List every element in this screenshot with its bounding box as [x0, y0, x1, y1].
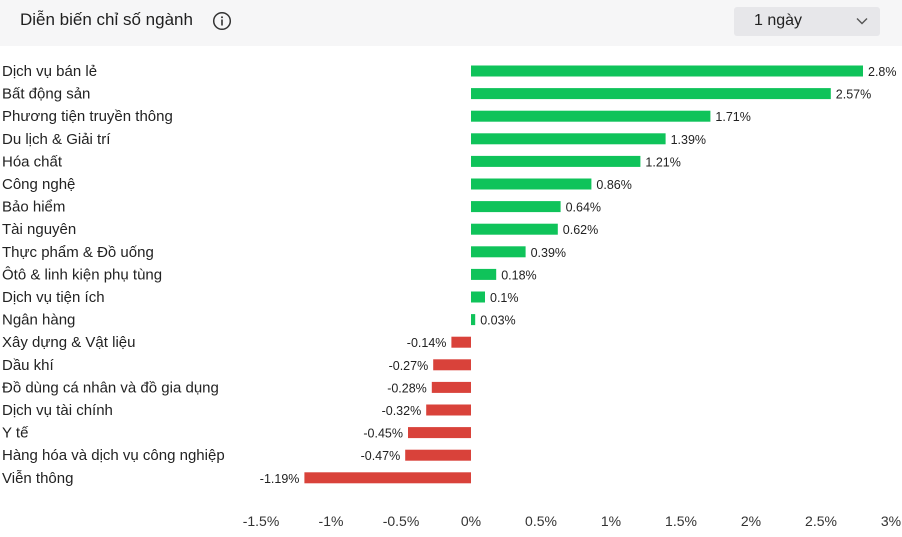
- data-label: -0.47%: [361, 449, 401, 463]
- data-label: 0.64%: [566, 201, 601, 215]
- data-label: 1.71%: [715, 110, 750, 124]
- bar: [405, 449, 471, 461]
- category-label: Đồ dùng cá nhân và đồ gia dụng: [2, 379, 219, 396]
- x-tick-label: 3%: [881, 513, 901, 529]
- bar: [471, 223, 558, 235]
- bar: [471, 246, 526, 258]
- bar: [471, 65, 863, 77]
- data-label: -0.32%: [382, 404, 422, 418]
- data-label: 0.1%: [490, 291, 519, 305]
- category-label: Tài nguyên: [2, 221, 76, 238]
- bar: [471, 178, 592, 190]
- data-label: -0.28%: [387, 381, 427, 395]
- category-label: Hàng hóa và dịch vụ công nghiệp: [2, 447, 225, 464]
- x-tick-label: 0.5%: [525, 513, 557, 529]
- bar: [471, 268, 497, 280]
- bar: [304, 472, 471, 484]
- data-label: 0.86%: [596, 178, 631, 192]
- x-tick-label: 1.5%: [665, 513, 697, 529]
- x-tick-label: -1.5%: [243, 513, 280, 529]
- category-label: Ngân hàng: [2, 312, 75, 329]
- bar: [471, 291, 485, 303]
- x-tick-label: 1%: [601, 513, 621, 529]
- data-label: -0.27%: [389, 359, 429, 373]
- data-label: -0.45%: [363, 427, 403, 441]
- info-icon[interactable]: [212, 11, 232, 31]
- category-label: Bảo hiểm: [2, 199, 65, 216]
- chevron-down-icon: [856, 18, 868, 25]
- panel-title: Diễn biến chỉ số ngành: [20, 10, 193, 29]
- category-label: Thực phẩm & Đồ uống: [2, 244, 154, 261]
- x-tick-label: 0%: [461, 513, 481, 529]
- category-label: Viễn thông: [2, 470, 73, 487]
- data-label: 0.62%: [563, 223, 598, 237]
- data-label: 1.21%: [645, 155, 680, 169]
- data-label: 2.8%: [868, 65, 897, 79]
- x-tick-label: -0.5%: [383, 513, 420, 529]
- category-label: Y tế: [2, 425, 29, 442]
- bar: [471, 133, 666, 145]
- bar: [451, 336, 471, 348]
- bar: [431, 381, 471, 393]
- data-label: -1.19%: [260, 472, 300, 486]
- bar: [433, 359, 471, 371]
- period-selected-label: 1 ngày: [754, 12, 803, 29]
- category-label: Dịch vụ tài chính: [2, 402, 113, 419]
- bar: [471, 88, 831, 100]
- category-label: Dầu khí: [2, 357, 55, 374]
- x-tick-label: 2.5%: [805, 513, 837, 529]
- category-label: Phương tiện truyền thông: [2, 108, 173, 125]
- data-label: -0.14%: [407, 336, 447, 350]
- x-tick-label: 2%: [741, 513, 761, 529]
- bar: [426, 404, 471, 416]
- category-label: Dịch vụ tiện ích: [2, 289, 105, 306]
- bar: [471, 155, 641, 167]
- category-label: Bất động sản: [2, 86, 90, 103]
- data-label: 0.03%: [480, 314, 515, 328]
- category-label: Ôtô & linh kiện phụ tùng: [2, 266, 162, 283]
- category-label: Du lịch & Giải trí: [2, 131, 111, 148]
- category-label: Dịch vụ bán lẻ: [2, 63, 97, 80]
- bar: [471, 201, 561, 213]
- sector-index-bar-chart: Dịch vụ bán lẻ 2.8% Bất động sản 2.57% Phươn…: [2, 63, 901, 529]
- bar: [471, 314, 476, 326]
- category-label: Công nghệ: [2, 176, 75, 193]
- category-label: Xây dựng & Vật liệu: [2, 334, 135, 351]
- x-tick-label: -1%: [319, 513, 344, 529]
- category-label: Hóa chất: [2, 153, 63, 170]
- data-label: 1.39%: [671, 133, 706, 147]
- data-label: 0.39%: [531, 246, 566, 260]
- chart-header: Diễn biến chỉ số ngành 1 ngày: [0, 0, 902, 46]
- data-label: 2.57%: [836, 88, 871, 102]
- period-select[interactable]: 1 ngày: [734, 7, 880, 36]
- bar: [408, 427, 471, 439]
- bar: [471, 110, 711, 122]
- data-label: 0.18%: [501, 268, 536, 282]
